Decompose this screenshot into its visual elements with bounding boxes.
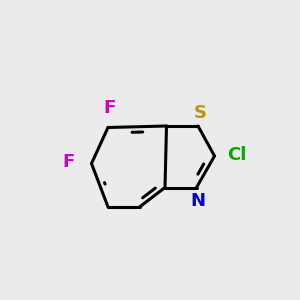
Text: F: F: [103, 99, 116, 117]
Text: N: N: [190, 192, 206, 210]
Text: Cl: Cl: [227, 146, 247, 164]
Text: F: F: [63, 153, 75, 171]
Text: S: S: [194, 103, 207, 122]
